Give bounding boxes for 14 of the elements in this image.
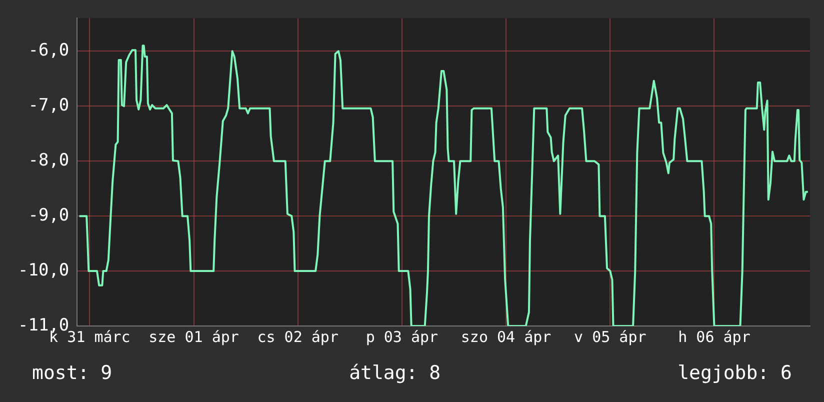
- y-tick-label: -9,0: [28, 205, 70, 226]
- text: legjobb: 6: [678, 362, 792, 384]
- y-tick-label: -8,0: [28, 150, 70, 171]
- text: átlag: 8: [349, 362, 441, 384]
- x-tick-label: p 03 ápr: [366, 328, 438, 346]
- y-tick-label: -7,0: [28, 96, 70, 116]
- x-tick-label: h 06 ápr: [678, 328, 750, 346]
- y-tick-label: -10,0: [18, 260, 70, 280]
- text: most: 9: [32, 362, 112, 384]
- x-tick-label: sze 01 ápr: [148, 328, 239, 346]
- y-tick-label: -6,0: [28, 40, 70, 61]
- x-tick-label: cs 02 ápr: [257, 328, 338, 346]
- x-tick-label: szo 04 ápr: [460, 328, 552, 346]
- x-tick-label: v 05 ápr: [574, 328, 646, 346]
